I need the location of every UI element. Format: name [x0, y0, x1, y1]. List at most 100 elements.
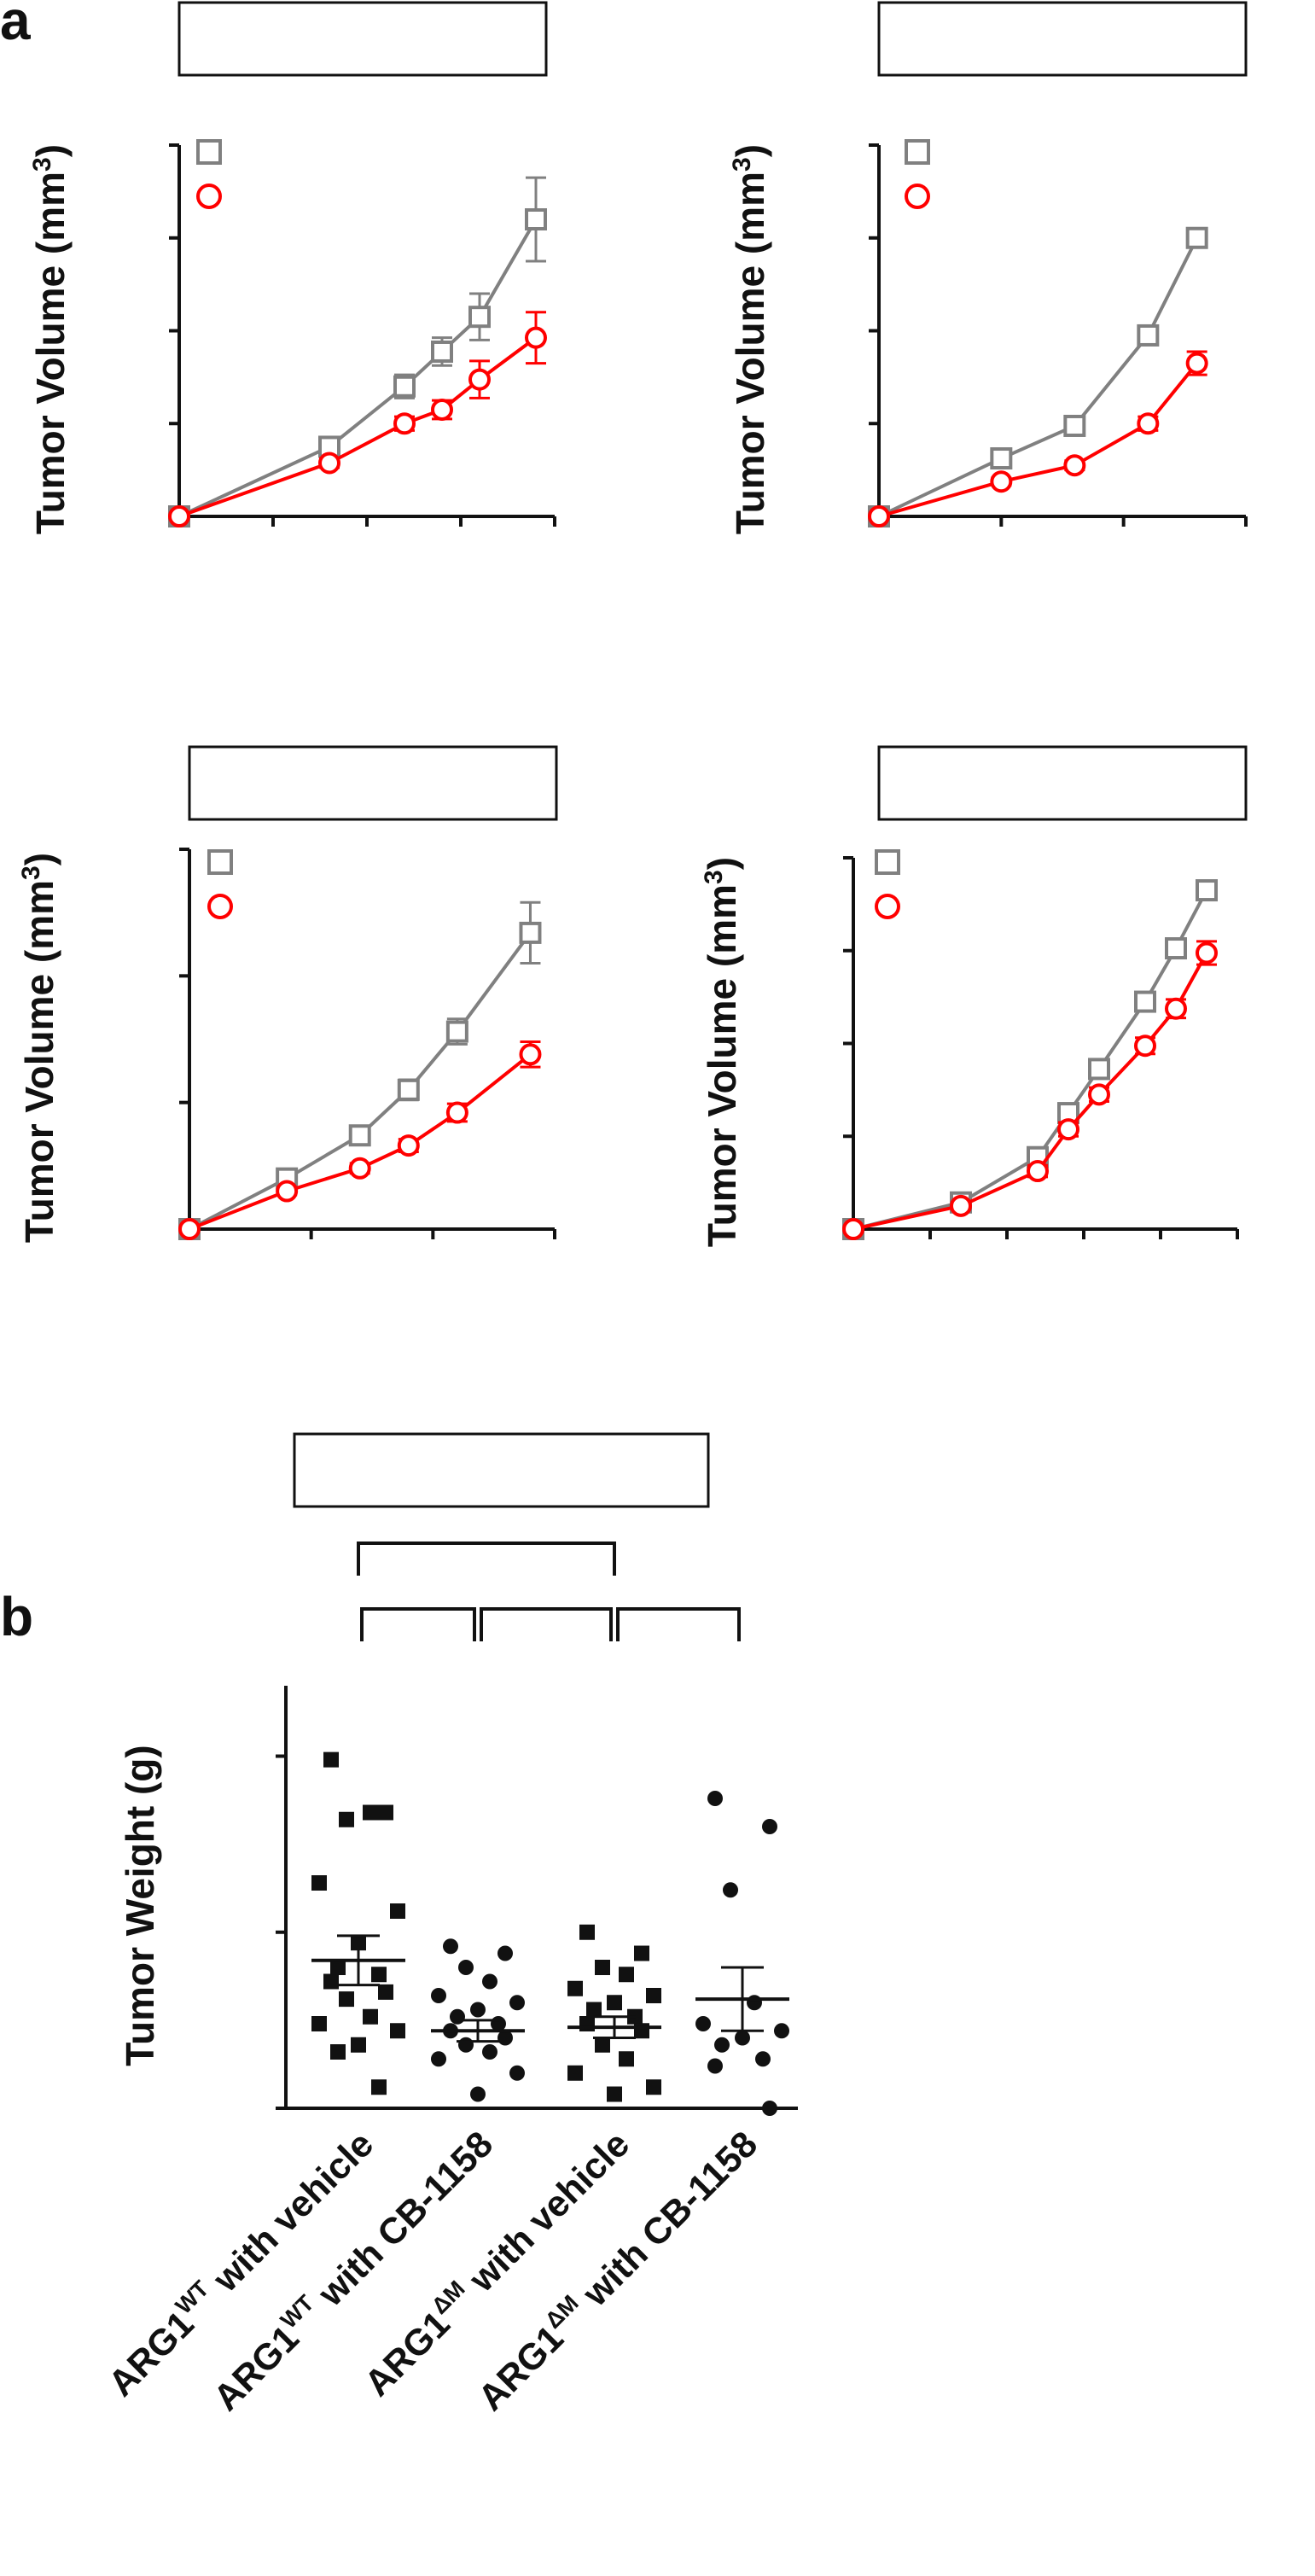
comparison-bracket: [616, 1607, 741, 1641]
data-point: [431, 2051, 446, 2067]
y-axis-label: Tumor Weight (g): [118, 1745, 162, 2066]
legend-marker: [207, 894, 233, 919]
data-point: [378, 1804, 393, 1821]
data-point: [714, 2037, 730, 2053]
data-point: [323, 1751, 339, 1768]
data-point: [747, 1995, 762, 2011]
cb1158-point: [178, 1218, 201, 1240]
data-point: [646, 1988, 661, 2003]
vehicle-point: [431, 340, 453, 363]
legend-marker: [196, 184, 222, 209]
data-point: [339, 1811, 354, 1827]
vehicle-point: [397, 1078, 420, 1101]
data-point: [390, 1903, 405, 1919]
cb1158-point: [1027, 1160, 1049, 1183]
chart-llc-growth: Tumor Volume (mm3): [728, 1, 1248, 534]
legend-marker: [207, 849, 233, 875]
data-point: [311, 2016, 327, 2031]
comparison-bracket: [480, 1607, 613, 1641]
cb1158-point: [990, 470, 1013, 493]
cb1158-point: [1063, 454, 1086, 477]
cb1158-point: [525, 326, 547, 349]
data-point: [723, 1882, 738, 1898]
y-axis-label: Tumor Volume (mm3): [17, 853, 61, 1243]
chart-ct26: Tumor Volume (mm3): [28, 1, 556, 534]
data-point: [363, 1804, 378, 1821]
vehicle-point: [1165, 937, 1187, 960]
category-base: ARG1: [206, 2318, 306, 2419]
data-point: [330, 1960, 346, 1975]
chart-4t1: Tumor Volume (mm3): [700, 745, 1248, 1247]
chart-title-box: [177, 1, 548, 77]
y-axis-label: Tumor Volume (mm3): [700, 857, 744, 1247]
data-point: [371, 1967, 387, 1983]
data-point: [509, 1995, 525, 2011]
cb1158-point: [348, 1157, 371, 1180]
comparison-bracket: [357, 1542, 616, 1576]
vehicle-point: [393, 375, 416, 398]
cb1158-point: [445, 1101, 468, 1124]
data-point: [595, 1960, 610, 1975]
category-base: ARG1: [357, 2304, 457, 2404]
data-point: [431, 1988, 446, 2003]
panel-label-a: a: [0, 0, 31, 51]
data-point: [351, 2037, 366, 2053]
data-point: [443, 1938, 458, 1955]
data-point: [707, 1791, 723, 1806]
cb1158-point: [868, 505, 890, 527]
data-point: [579, 2016, 595, 2031]
data-point: [450, 2008, 465, 2025]
data-point: [390, 2023, 405, 2039]
series-line-cb1158: [189, 1052, 532, 1231]
data-point: [619, 2051, 634, 2067]
data-point: [458, 2037, 474, 2053]
panel-label-b: b: [0, 1586, 33, 1647]
vehicle-point: [1196, 879, 1218, 902]
chart-title-box: [293, 1432, 710, 1508]
data-point: [755, 2051, 771, 2067]
data-point: [509, 2065, 525, 2081]
cb1158-point: [1057, 1118, 1079, 1141]
data-point: [646, 2079, 661, 2095]
data-point: [619, 1967, 634, 1983]
cb1158-point: [842, 1218, 864, 1240]
category-label: ARG1ΔM with vehicle: [354, 2121, 637, 2404]
y-axis-label: Tumor Volume (mm3): [728, 144, 772, 534]
cb1158-point: [1165, 997, 1187, 1020]
legend-marker: [196, 139, 222, 165]
data-point: [586, 2002, 602, 2018]
series-line-cb1158: [178, 336, 538, 518]
vehicle-point: [468, 306, 491, 329]
data-point: [330, 2044, 346, 2060]
vehicle-point: [1137, 323, 1160, 347]
data-point: [378, 1984, 393, 2000]
data-point: [707, 2058, 723, 2074]
data-point: [774, 2023, 789, 2039]
data-point: [595, 2037, 610, 2053]
legend-marker: [875, 849, 900, 875]
data-point: [497, 2030, 513, 2046]
data-point: [607, 2086, 622, 2102]
data-point: [634, 1945, 649, 1961]
cb1158-point: [1196, 941, 1218, 965]
data-point: [323, 1973, 339, 1990]
cb1158-point: [468, 368, 491, 391]
cb1158-point: [1137, 412, 1160, 435]
vehicle-point: [990, 447, 1013, 470]
legend-marker: [905, 139, 930, 165]
cb1158-point: [519, 1043, 542, 1066]
comparison-bracket: [360, 1607, 476, 1641]
data-point: [579, 1924, 595, 1940]
vehicle-point: [519, 921, 542, 944]
data-point: [567, 2065, 583, 2081]
data-point: [735, 2030, 750, 2046]
data-point: [634, 2023, 649, 2039]
cb1158-point: [431, 398, 453, 421]
chart-title-box: [877, 745, 1248, 821]
data-point: [470, 2086, 486, 2102]
series-line-vehicle: [189, 931, 532, 1231]
data-point: [482, 2044, 497, 2060]
y-axis-label: Tumor Volume (mm3): [28, 144, 73, 534]
category-base: ARG1: [470, 2317, 571, 2418]
